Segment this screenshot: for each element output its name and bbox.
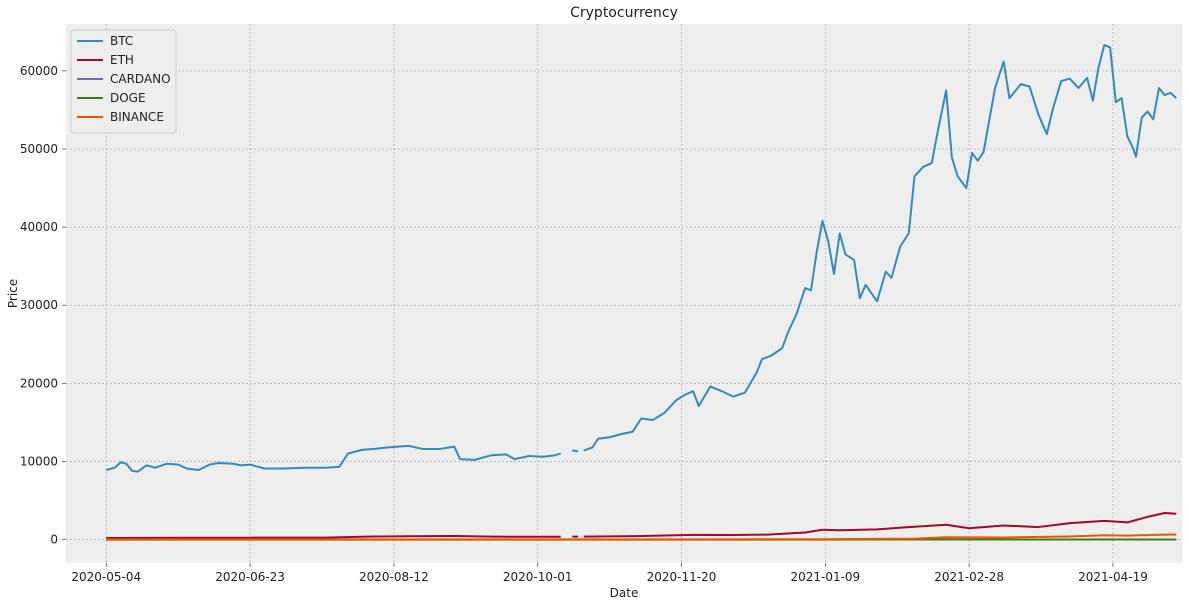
x-tick-label: 2020-06-23 (215, 570, 285, 584)
y-tick-label: 20000 (20, 376, 58, 390)
y-tick-label: 10000 (20, 454, 58, 468)
x-tick-label: 2021-01-09 (790, 570, 860, 584)
grid-lines (66, 24, 1182, 563)
series-group (106, 44, 1177, 541)
y-tick-label: 60000 (20, 64, 58, 78)
legend-label: DOGE (110, 91, 146, 105)
plot-area (66, 24, 1182, 563)
legend-label: BTC (110, 34, 133, 48)
x-axis-label: Date (610, 586, 639, 600)
y-axis-label: Price (6, 279, 20, 308)
x-tick-label: 2020-05-04 (71, 570, 141, 584)
legend-box (70, 29, 177, 134)
x-tick-label: 2020-08-12 (359, 570, 429, 584)
x-tick-label: 2021-02-28 (934, 570, 1004, 584)
x-tick-label: 2021-04-19 (1078, 570, 1148, 584)
series-line-btc (106, 44, 1177, 473)
y-tick-label: 30000 (20, 298, 58, 312)
x-axis: 2020-05-04 2020-06-23 2020-08-12 2020-10-01… (71, 563, 1148, 584)
series-line-eth (106, 512, 1177, 539)
legend-label: CARDANO (110, 72, 171, 86)
y-tick-label: 50000 (20, 142, 58, 156)
y-tick-label: 40000 (20, 220, 58, 234)
y-tick-label: 0 (50, 533, 58, 547)
legend: BTC ETH CARDANO DOGE BINANCE (70, 29, 177, 134)
legend-label: ETH (110, 53, 134, 67)
series-line-binance (106, 533, 1177, 541)
legend-label: BINANCE (110, 110, 164, 124)
x-tick-label: 2020-11-20 (647, 570, 717, 584)
y-axis: 0 10000 20000 30000 40000 50000 60000 (20, 64, 66, 547)
chart-title: Cryptocurrency (570, 5, 678, 21)
x-tick-label: 2020-10-01 (503, 570, 573, 584)
